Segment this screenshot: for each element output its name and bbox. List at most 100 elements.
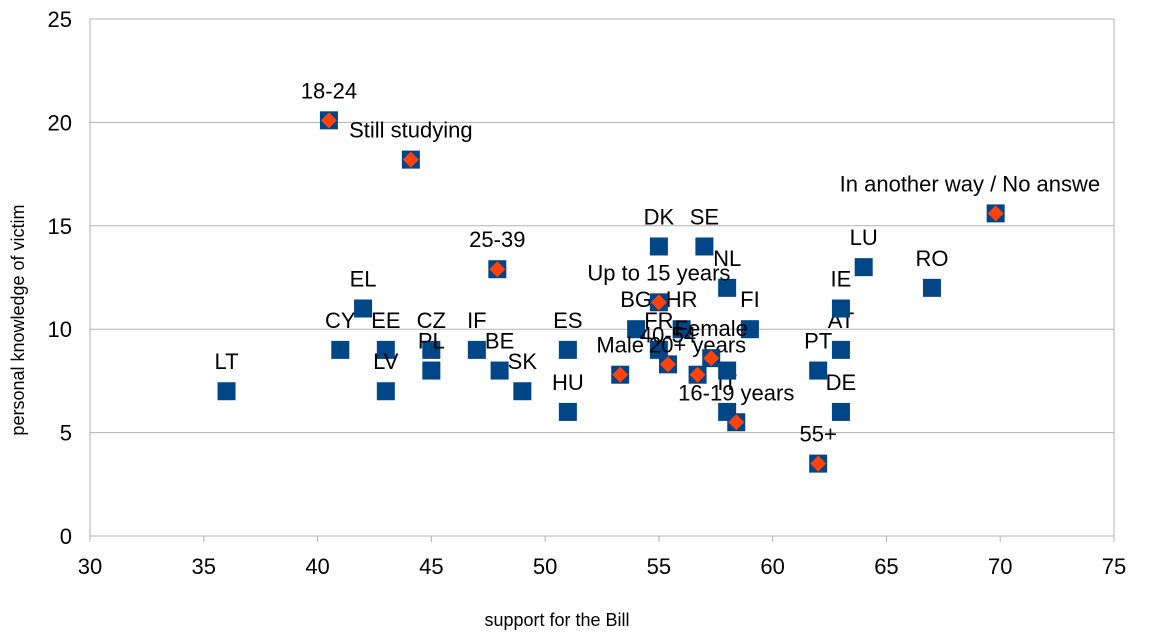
y-tick-label: 10 <box>48 317 72 342</box>
x-tick-label: 45 <box>419 554 443 579</box>
point-diamond <box>650 294 667 311</box>
point-label: In another way / No answe <box>840 171 1100 196</box>
x-tick-label: 35 <box>192 554 216 579</box>
point-label: DE <box>826 370 857 395</box>
x-axis-label: support for the Bill <box>484 610 629 630</box>
point-label: Male <box>596 333 644 358</box>
point <box>649 340 668 359</box>
point <box>217 382 236 401</box>
point <box>831 299 850 318</box>
point-label: 40-54 <box>640 322 696 347</box>
point-label: RO <box>915 246 948 271</box>
y-tick-label: 25 <box>48 7 72 32</box>
x-tick-label: 75 <box>1102 554 1126 579</box>
point-diamond <box>320 112 337 129</box>
point-label: 16-19 years <box>678 380 794 405</box>
point <box>558 402 577 421</box>
point-label: CZ <box>417 308 446 333</box>
point-label: BE <box>485 329 514 354</box>
point-diamond <box>489 261 506 278</box>
plot-frame <box>89 18 1115 537</box>
x-tick-label: 55 <box>647 554 671 579</box>
x-tick-label: 60 <box>760 554 784 579</box>
point-label: DK <box>644 204 675 229</box>
point-diamond <box>612 366 629 383</box>
point <box>627 320 646 339</box>
point <box>718 361 737 380</box>
point <box>831 340 850 359</box>
point <box>558 340 577 359</box>
point-diamond <box>659 356 676 373</box>
point <box>467 340 486 359</box>
point <box>376 340 395 359</box>
point <box>718 278 737 297</box>
point-label: BG <box>620 287 652 312</box>
point-label: LV <box>373 349 399 374</box>
point-label: IF <box>467 308 487 333</box>
point-label: CY <box>325 308 356 333</box>
point-label: NL <box>713 246 741 271</box>
point-label: PL <box>418 329 445 354</box>
point <box>319 111 338 130</box>
point-label: 25-39 <box>469 227 525 252</box>
y-tick-label: 0 <box>60 524 72 549</box>
point <box>740 320 759 339</box>
point-label: PT <box>804 329 832 354</box>
point <box>513 382 532 401</box>
x-tick-label: 70 <box>988 554 1012 579</box>
point <box>695 237 714 256</box>
point <box>702 349 721 368</box>
point-label: 20+ years <box>649 333 746 358</box>
point <box>490 361 509 380</box>
x-tick-label: 30 <box>78 554 102 579</box>
point <box>422 361 441 380</box>
point-label: LT <box>215 349 239 374</box>
point <box>354 299 373 318</box>
point-label: LU <box>850 225 878 250</box>
point-diamond <box>987 205 1004 222</box>
point-label: HR <box>666 287 698 312</box>
point-label: ES <box>553 308 582 333</box>
point-label: EE <box>371 308 400 333</box>
point <box>649 293 668 312</box>
x-tick-label: 50 <box>533 554 557 579</box>
point <box>672 320 691 339</box>
point-label: Female <box>675 316 748 341</box>
point-label: Still studying <box>349 118 473 143</box>
point <box>376 382 395 401</box>
point <box>331 340 350 359</box>
point <box>854 258 873 277</box>
point <box>611 365 630 384</box>
point <box>809 454 828 473</box>
point-label: IE <box>831 267 852 292</box>
point-diamond <box>689 366 706 383</box>
point-diamond <box>810 455 827 472</box>
point-label: FR <box>644 308 673 333</box>
point <box>401 150 420 169</box>
point <box>986 204 1005 223</box>
point-diamond <box>728 414 745 431</box>
point-label: SK <box>508 349 538 374</box>
point-diamond <box>402 151 419 168</box>
point-label: FI <box>740 287 760 312</box>
point <box>658 355 677 374</box>
x-tick-label: 40 <box>305 554 329 579</box>
point-label: EL <box>350 267 377 292</box>
y-tick-label: 15 <box>48 214 72 239</box>
point <box>809 361 828 380</box>
y-axis-label: personal knowledge of victim <box>8 204 28 435</box>
point <box>422 340 441 359</box>
point <box>688 365 707 384</box>
x-tick-label: 65 <box>874 554 898 579</box>
point <box>488 260 507 279</box>
point-diamond <box>703 350 720 367</box>
point <box>649 237 668 256</box>
point-label: 18-24 <box>301 78 357 103</box>
y-tick-label: 5 <box>60 421 72 446</box>
y-tick-label: 20 <box>48 110 72 135</box>
point-label: HU <box>552 370 584 395</box>
point-label: 55+ <box>800 422 837 447</box>
point <box>831 402 850 421</box>
point-label: SE <box>690 204 719 229</box>
